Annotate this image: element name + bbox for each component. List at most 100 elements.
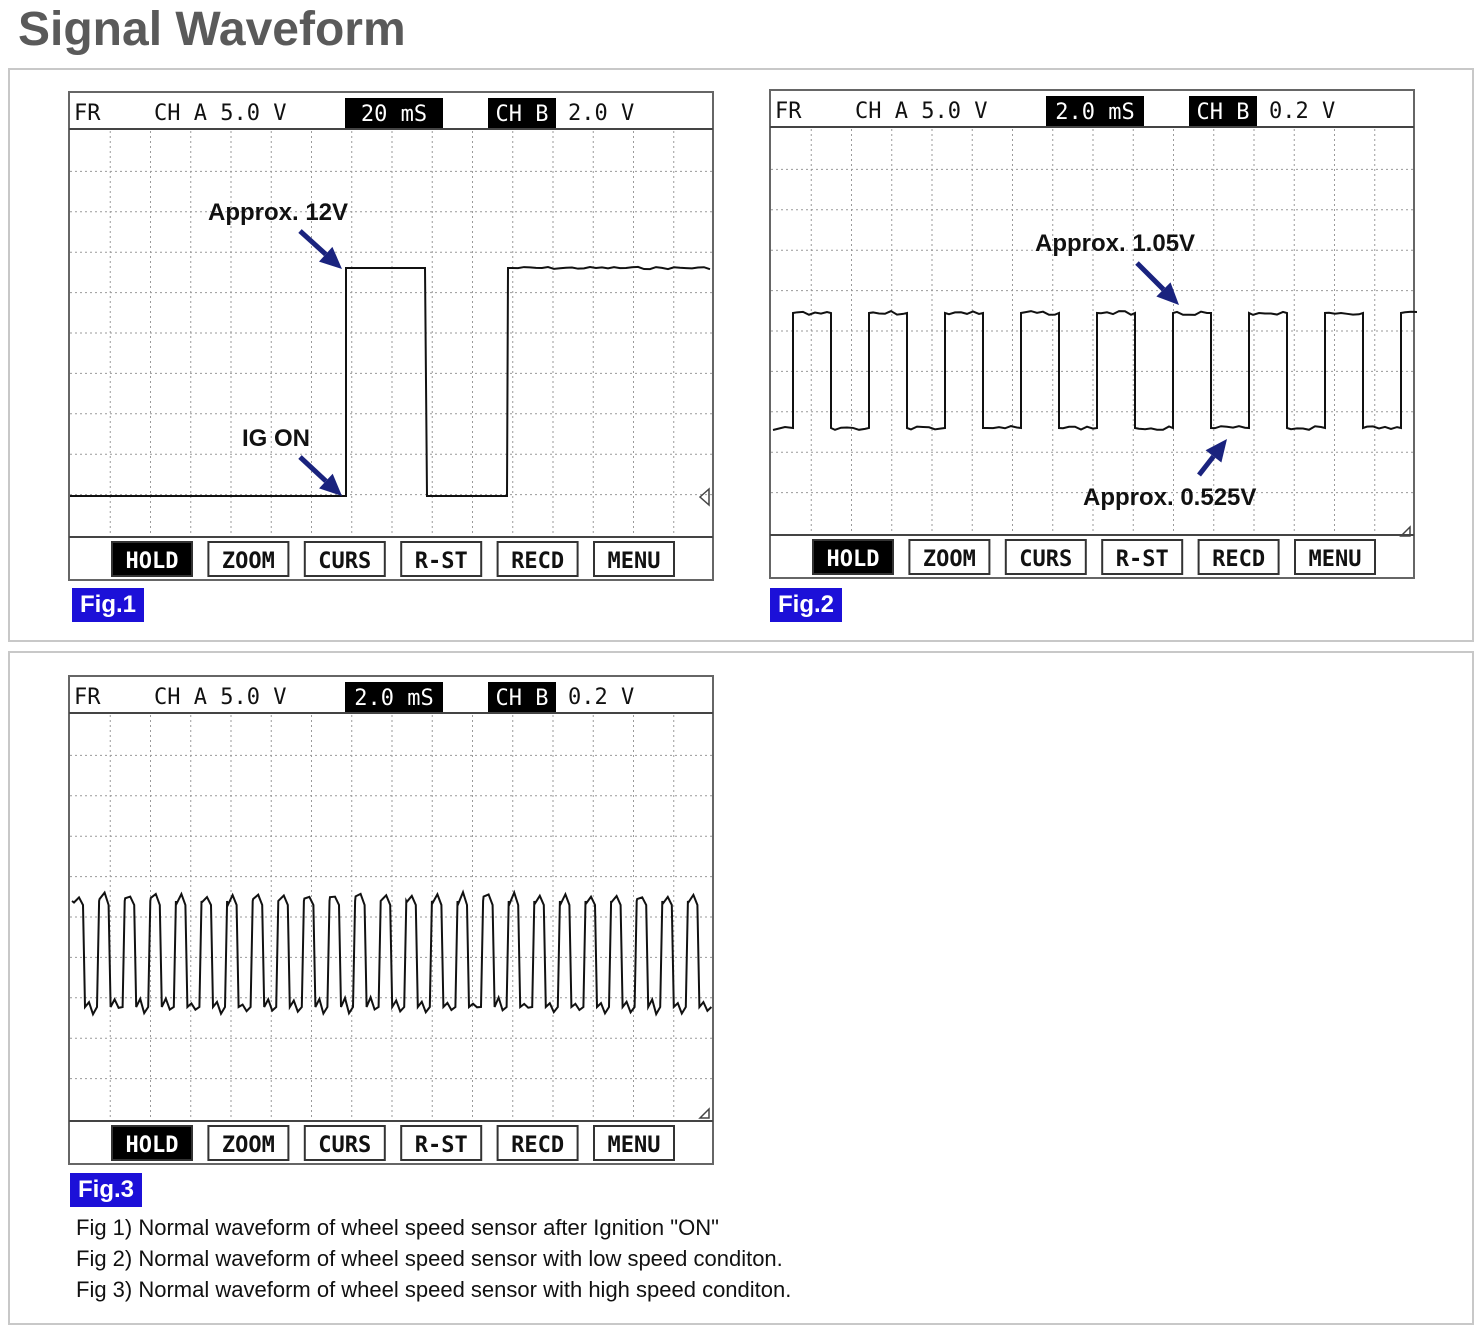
fig1-annotation-ig-on: IG ON (242, 425, 310, 452)
fig2-waveform (772, 309, 1417, 431)
fig3-ground-marker (698, 1107, 710, 1119)
fig3-menu-rst-button[interactable]: R-ST (400, 1125, 483, 1161)
fig1-menu-zoom-button[interactable]: ZOOM (207, 541, 290, 577)
fig1-arrow-high-shaft (298, 229, 328, 257)
caption-fig1: Fig 1) Normal waveform of wheel speed se… (76, 1215, 719, 1240)
fig1-menu-button-label: MENU (608, 549, 661, 574)
fig1-menu-button-label: RECD (511, 549, 564, 574)
fig2-ch-b-label: CH B (1197, 100, 1250, 125)
fig2-annotation-low: Approx. 0.525V (1083, 484, 1256, 511)
fig1-menu-menu-button[interactable]: MENU (593, 541, 675, 577)
fig3-menu-button-label: CURS (318, 1133, 371, 1158)
fig2-label: Fig.2 (770, 588, 842, 622)
fig2-ch-b-value: 0.2 V (1269, 99, 1335, 124)
fig1-menu-button-label: R-ST (415, 549, 468, 574)
fig3-time-highlight (345, 682, 443, 712)
fig3-waveform (71, 889, 713, 1017)
fig2-ch-b-highlight (1189, 96, 1257, 126)
fig2-arrow-high (1135, 261, 1179, 305)
fig3-ch-b-value: 0.2 V (568, 685, 634, 710)
fig2-menu-recd-button[interactable]: RECD (1197, 539, 1280, 575)
fig2-arrow-high-head (1156, 282, 1179, 305)
fig1-time-highlight (345, 98, 443, 128)
fig3-menu-recd-button[interactable]: RECD (496, 1125, 579, 1161)
fig1-menu-button-bg (496, 541, 579, 577)
caption-fig3: Fig 3) Normal waveform of wheel speed se… (76, 1277, 792, 1302)
fig2-menu-button-bg (1101, 539, 1184, 575)
fig2-menu-hold-button[interactable]: HOLD (812, 539, 894, 575)
fig2-menu-button-label: MENU (1309, 547, 1362, 572)
fig3-menu-button-bg (400, 1125, 483, 1161)
fig3-ch-b-highlight (488, 682, 556, 712)
fig2-menu-button-bg (812, 539, 894, 575)
fig3-menu-button-label: MENU (608, 1133, 661, 1158)
fig2-time-highlight (1046, 96, 1144, 126)
fig2-menu-menu-button[interactable]: MENU (1294, 539, 1376, 575)
fig1-frame (68, 91, 714, 581)
fig3-ch-a-setting: CH A 5.0 V (154, 685, 286, 710)
fig3-menu-menu-button[interactable]: MENU (593, 1125, 675, 1161)
fig3-menu-button-bg (496, 1125, 579, 1161)
fig3-menu-button-bg (207, 1125, 290, 1161)
fig1-menu-hold-button[interactable]: HOLD (111, 541, 193, 577)
fig2-ground-marker (1399, 525, 1411, 537)
fig1-menu-button-bg (400, 541, 483, 577)
fig1-ch-b-value: 2.0 V (568, 101, 634, 126)
fig2-menu-button-bg (908, 539, 991, 575)
page-title: Signal Waveform (18, 3, 406, 56)
fig2-arrow-low-shaft (1197, 454, 1216, 477)
fig2-time-setting: 2.0 mS (1055, 100, 1134, 125)
fig1-ground-marker (698, 487, 710, 507)
fig2-menu-zoom-button[interactable]: ZOOM (908, 539, 991, 575)
fig1-label: Fig.1 (72, 588, 144, 622)
fig1-menu-button-label: HOLD (126, 549, 179, 574)
fig1-menu-button-bg (111, 541, 193, 577)
fig1-arrow-high-head (318, 246, 342, 269)
fig3-menu: HOLD ZOOM CURS R-ST RECD MENU (111, 1125, 675, 1161)
fig3-menu-zoom-button[interactable]: ZOOM (207, 1125, 290, 1161)
fig3-menu-hold-button[interactable]: HOLD (111, 1125, 193, 1161)
captions: Fig 1) Normal waveform of wheel speed se… (76, 1212, 791, 1305)
fig1-arrow-ig-on (298, 455, 342, 496)
fig2-menu-button-bg (1004, 539, 1087, 575)
fig1-header: FR CH A 5.0 V 20 mS CH B 2.0 V (74, 98, 634, 128)
fig3-menu-curs-button[interactable]: CURS (303, 1125, 386, 1161)
scope-screen-fig1: FR CH A 5.0 V 20 mS CH B 2.0 V HOLD ZOOM CURS R-… (68, 91, 714, 581)
fig1-menu-button-bg (303, 541, 386, 577)
fig3-menu-button-label: R-ST (415, 1133, 468, 1158)
fig1-ch-b-label: CH B (496, 102, 549, 127)
fig1-menu-button-label: CURS (318, 549, 371, 574)
fig1-ch-a-setting: CH A 5.0 V (154, 101, 286, 126)
fig3-menu-button-bg (111, 1125, 193, 1161)
fig1-menu-curs-button[interactable]: CURS (303, 541, 386, 577)
fig1-menu: HOLD ZOOM CURS R-ST RECD MENU (111, 541, 675, 577)
fig1-grid (70, 131, 714, 535)
fig2-annotation-high: Approx. 1.05V (1035, 230, 1195, 257)
scope-screen-fig3: FR CH A 5.0 V 2.0 mS CH B 0.2 V HOLD ZOOM CURS R… (68, 675, 714, 1165)
fig1-arrow-ig-on-shaft (298, 455, 328, 483)
fig2-menu-curs-button[interactable]: CURS (1004, 539, 1087, 575)
fig2-menu-rst-button[interactable]: R-ST (1101, 539, 1184, 575)
fig1-time-setting: 20 mS (361, 102, 427, 127)
fig1-waveform (70, 265, 711, 497)
fig3-header: FR CH A 5.0 V 2.0 mS CH B 0.2 V (74, 682, 634, 712)
fig2-menu-button-label: R-ST (1116, 547, 1169, 572)
fig2-header: FR CH A 5.0 V 2.0 mS CH B 0.2 V (775, 96, 1335, 126)
fig3-menu-button-label: HOLD (126, 1133, 179, 1158)
fig1-menu-button-label: ZOOM (222, 549, 275, 574)
fig1-menu-rst-button[interactable]: R-ST (400, 541, 483, 577)
fig2-menu-button-label: ZOOM (923, 547, 976, 572)
fig3-menu-button-bg (303, 1125, 386, 1161)
fig3-ch-b-label: CH B (496, 686, 549, 711)
fig2-menu: HOLD ZOOM CURS R-ST RECD MENU (812, 539, 1376, 575)
fig1-arrow-high (298, 229, 342, 269)
fig3-label: Fig.3 (70, 1173, 142, 1207)
fig2-arrow-low (1197, 439, 1227, 477)
fig1-ch-b-highlight (488, 98, 556, 128)
fig2-frame (769, 89, 1415, 579)
fig1-menu-button-bg (593, 541, 675, 577)
fig3-time-setting: 2.0 mS (354, 686, 433, 711)
fig1-menu-recd-button[interactable]: RECD (496, 541, 579, 577)
fig2-menu-button-bg (1197, 539, 1280, 575)
fig2-ch-a-setting: CH A 5.0 V (855, 99, 987, 124)
